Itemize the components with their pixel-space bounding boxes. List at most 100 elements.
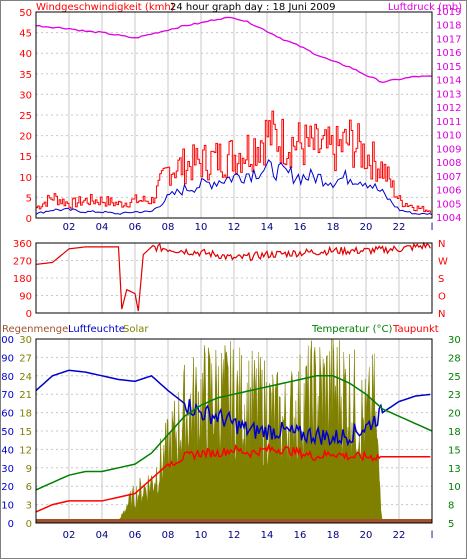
temp-label: Temperatur (°C): [311, 324, 392, 335]
x-tick-p1-06: 06: [129, 222, 142, 233]
hum-tick-18: 18: [19, 409, 32, 420]
hum-tick-3: 3: [26, 501, 32, 512]
x-tick-p3-12: 12: [228, 530, 241, 541]
temp-tick-28: 28: [448, 353, 461, 364]
dir-tick-360: 360: [13, 239, 32, 250]
x-tick-p1-14: 14: [261, 222, 274, 233]
x-tick-p1-16: 16: [294, 222, 307, 233]
rain-bar: [36, 519, 432, 523]
hum-tick-12: 12: [19, 445, 32, 456]
dir-tick-270: 270: [13, 257, 32, 268]
pressure-tick-1012: 1012: [436, 103, 461, 114]
pressure-tick-1015: 1015: [436, 62, 461, 73]
x-tick-p1-02: 02: [63, 222, 76, 233]
temp-tick-20: 20: [448, 409, 461, 420]
pressure-tick-1004: 1004: [436, 213, 461, 224]
x-tick-p1-18: 18: [327, 222, 340, 233]
rain-tick-50: 50: [1, 427, 14, 438]
hum-tick-9: 9: [26, 464, 32, 475]
pressure-tick-1008: 1008: [436, 158, 461, 169]
temp-tick-5: 5: [448, 519, 454, 530]
wind-tick-10: 10: [19, 173, 32, 184]
temp-tick-18: 18: [448, 427, 461, 438]
panel-border-1: [35, 242, 433, 314]
x-tick-p1-12: 12: [228, 222, 241, 233]
temp-tick-25: 25: [448, 372, 461, 383]
dir-compass-2: S: [438, 274, 444, 285]
x-tick-p3-l: l: [431, 530, 434, 541]
temp-tick-15: 15: [448, 445, 461, 456]
temp-tick-23: 23: [448, 390, 461, 401]
x-tick-p1-04: 04: [96, 222, 109, 233]
dir-tick-0: 0: [26, 309, 32, 320]
x-tick-p3-20: 20: [360, 530, 373, 541]
pressure-tick-1010: 1010: [436, 131, 461, 142]
wind-tick-5: 5: [26, 193, 32, 204]
chart-title: 24 hour graph day : 18 Juni 2009: [170, 2, 336, 13]
rain-label: Regenmenge: [2, 324, 68, 335]
wind-axis-label: Windgeschwindigkeit (kmh): [36, 2, 175, 13]
hum-tick-15: 15: [19, 427, 32, 438]
dir-tick-180: 180: [13, 274, 32, 285]
humidity-label: Luftfeuchte: [68, 324, 125, 335]
x-tick-p3-04: 04: [96, 530, 109, 541]
temperature-line: [35, 375, 433, 491]
x-tick-p1-20: 20: [360, 222, 373, 233]
wind-tick-35: 35: [19, 70, 32, 81]
x-tick-p1-22: 22: [393, 222, 406, 233]
rain-tick-100: 100: [0, 335, 14, 346]
x-tick-p1-08: 08: [162, 222, 175, 233]
wind-tick-25: 25: [19, 111, 32, 122]
x-tick-p3-18: 18: [327, 530, 340, 541]
wind-tick-30: 30: [19, 90, 32, 101]
pressure-tick-1009: 1009: [436, 144, 461, 155]
dir-compass-0: N: [438, 239, 445, 250]
rain-tick-70: 70: [1, 390, 14, 401]
x-tick-p3-10: 10: [195, 530, 208, 541]
hum-tick-24: 24: [19, 372, 32, 383]
wind-tick-0: 0: [26, 214, 32, 225]
x-tick-p3-22: 22: [393, 530, 406, 541]
wind-tick-45: 45: [19, 29, 32, 40]
pressure-axis-label: Luftdruck (mb): [388, 2, 462, 13]
rain-tick-40: 40: [1, 445, 14, 456]
dir-compass-1: W: [438, 257, 448, 268]
pressure-tick-1013: 1013: [436, 89, 461, 100]
hum-tick-30: 30: [19, 335, 32, 346]
hum-tick-21: 21: [19, 390, 32, 401]
pressure-tick-1017: 1017: [436, 34, 461, 45]
x-tick-p1-10: 10: [195, 222, 208, 233]
pressure-tick-1006: 1006: [436, 186, 461, 197]
wind-gust-line: [36, 110, 431, 214]
wind-tick-50: 50: [19, 8, 32, 19]
hum-tick-0: 0: [26, 519, 32, 530]
wind-tick-15: 15: [19, 152, 32, 163]
hum-tick-6: 6: [26, 482, 32, 493]
rain-tick-30: 30: [1, 464, 14, 475]
x-tick-p1-l: l: [431, 222, 434, 233]
wind-tick-20: 20: [19, 132, 32, 143]
pressure-tick-1016: 1016: [436, 48, 461, 59]
rain-tick-60: 60: [1, 409, 14, 420]
direction-line: [35, 241, 431, 312]
pressure-tick-1007: 1007: [436, 172, 461, 183]
rain-tick-80: 80: [1, 372, 14, 383]
rain-tick-20: 20: [1, 482, 14, 493]
pressure-tick-1019: 1019: [436, 7, 461, 18]
solar-label: Solar: [123, 324, 149, 335]
rain-tick-0: 0: [8, 519, 14, 530]
panel-border-2: [35, 338, 433, 524]
temp-tick-10: 10: [448, 482, 461, 493]
pressure-line: [35, 16, 433, 84]
rain-tick-90: 90: [1, 353, 14, 364]
x-tick-p3-14: 14: [261, 530, 274, 541]
dir-tick-90: 90: [19, 292, 32, 303]
x-tick-p3-16: 16: [294, 530, 307, 541]
pressure-tick-1014: 1014: [436, 76, 461, 87]
rain-tick-10: 10: [1, 501, 14, 512]
wind-avg-line: [35, 159, 433, 215]
panel-border-0: [35, 11, 433, 219]
hum-tick-27: 27: [19, 353, 32, 364]
dir-compass-4: N: [438, 309, 445, 320]
